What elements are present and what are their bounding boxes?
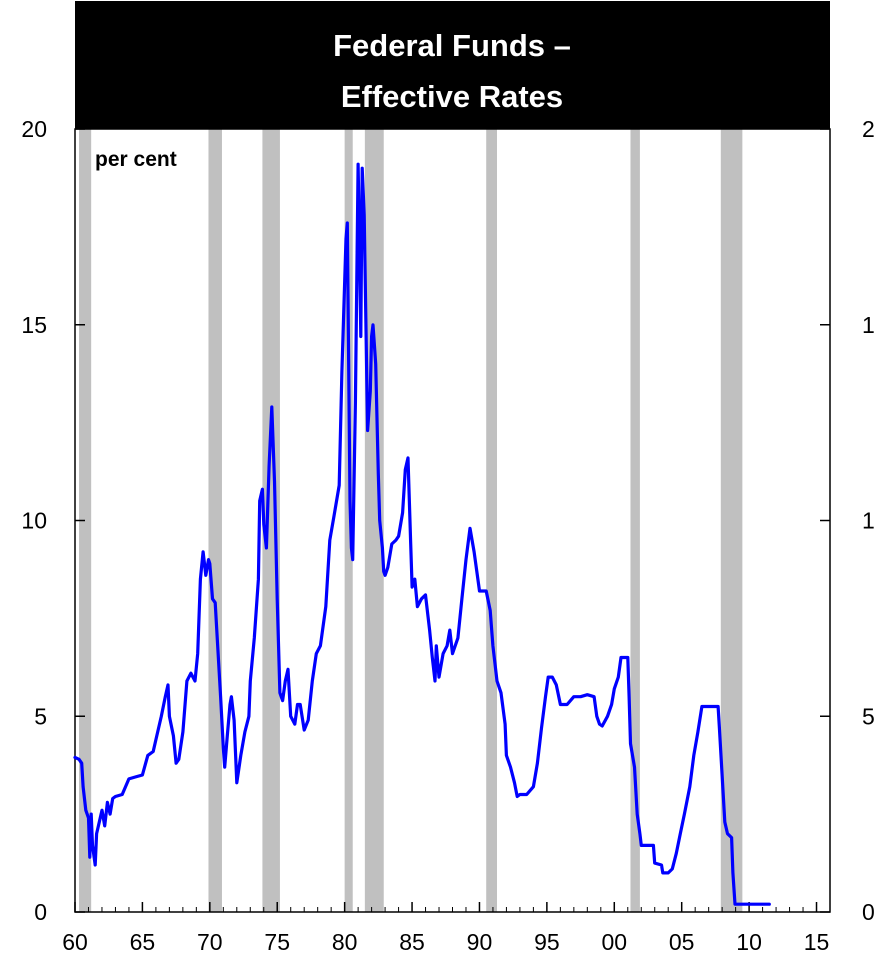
- y-left-tick-label: 20: [21, 116, 47, 142]
- y-right-tick-label: 0: [862, 899, 875, 925]
- unit-label: per cent: [95, 148, 177, 171]
- y-left-tick-label: 0: [34, 899, 47, 925]
- y-left-tick-label: 15: [21, 312, 47, 338]
- x-axis: 60 65 70 75 80 85 90 95 00 05 10 15: [62, 902, 829, 955]
- plot-area-frame: [74, 128, 831, 913]
- series-layer: [73, 162, 771, 906]
- y-right-tick-label: 2: [862, 116, 875, 142]
- y-right-tick-label: 1: [862, 508, 875, 534]
- x-tick-label: 70: [197, 929, 223, 955]
- x-tick-label: 10: [736, 929, 762, 955]
- y-axis-left: 0 5 10 15 20: [21, 116, 85, 925]
- x-tick-label: 05: [669, 929, 695, 955]
- recession-band: [262, 129, 280, 912]
- y-right-tick-label: 1: [862, 312, 875, 338]
- x-tick-label: 90: [467, 929, 493, 955]
- x-tick-label: 65: [130, 929, 156, 955]
- x-tick-label: 85: [399, 929, 425, 955]
- x-tick-label: 75: [264, 929, 290, 955]
- recession-band: [364, 129, 384, 912]
- x-tick-label: 15: [804, 929, 830, 955]
- x-tick-label: 95: [534, 929, 560, 955]
- chart-title-line-1: Federal Funds –: [333, 28, 571, 63]
- x-tick-label: 00: [601, 929, 627, 955]
- chart-title-line-2: Effective Rates: [341, 79, 563, 114]
- y-right-tick-label: 5: [862, 703, 875, 729]
- y-left-tick-label: 10: [21, 508, 47, 534]
- x-tick-label: 60: [62, 929, 88, 955]
- series-line: [73, 162, 771, 906]
- recession-band: [720, 129, 743, 912]
- x-tick-label: 80: [332, 929, 358, 955]
- recession-band: [344, 129, 353, 912]
- y-left-tick-label: 5: [34, 703, 47, 729]
- y-axis-right: 0 5 1 1 2: [820, 116, 875, 925]
- recession-band: [630, 129, 640, 912]
- recession-band: [208, 129, 222, 912]
- title-banner: [75, 1, 830, 129]
- recession-band: [486, 129, 497, 912]
